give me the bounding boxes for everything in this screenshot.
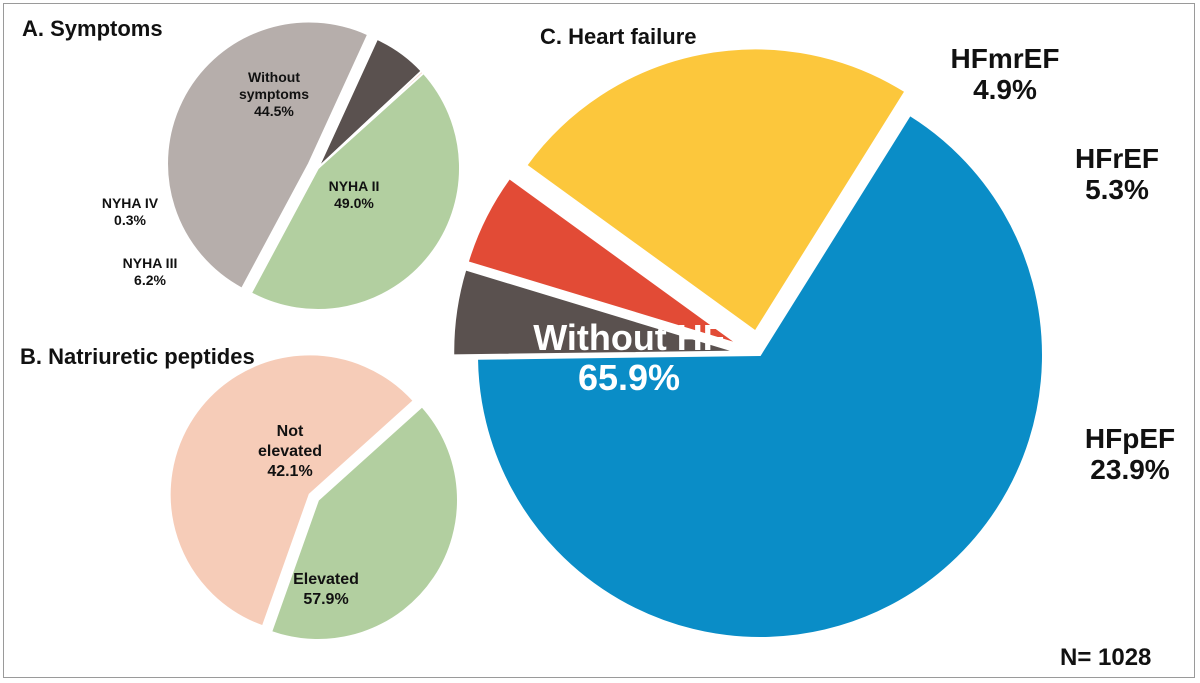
label-without-hf: Without HF 65.9% (533, 317, 725, 398)
label-nyha-ii: NYHA II 49.0% (329, 178, 380, 211)
pie-chart-2: Without HF 65.9% HFmrEF 4.9%HFrEF 5.3% HFpEF 2… (452, 43, 1175, 639)
label-hfpef: HFpEF 23.9% (1085, 423, 1175, 485)
slice-nyha-ii (166, 20, 370, 291)
pie-chart-0: Without symptoms 44.5% NYHA II 49.0% NYHA III… (102, 20, 461, 312)
slice-without-hf (476, 113, 1044, 639)
label-without-symptoms: Without symptoms 44.5% (239, 69, 309, 119)
slice-hfmref (452, 268, 737, 357)
chart-c-title: C. Heart failure (540, 24, 697, 49)
label-nyha-iii: NYHA III 6.2% (123, 255, 178, 288)
label-elevated: Elevated 57.9% (293, 571, 359, 608)
label-hfmref: HFmrEF 4.9% (951, 43, 1060, 105)
pie-chart-1: Not elevated 42.1% Elevated 57.9% (168, 353, 459, 641)
slice-hfref (466, 176, 740, 346)
label-hfref: HFrEF 5.3% (1075, 143, 1159, 205)
slice-hfpef (524, 47, 907, 333)
label-not-elevated: Not elevated 42.1% (258, 423, 322, 480)
slice-elevated (168, 353, 416, 628)
slice-nyha-iv (317, 69, 425, 169)
slice-without-symptoms (249, 71, 461, 312)
label-nyha-iv: NYHA IV 0.3% (102, 195, 159, 228)
slice-not-elevated (269, 404, 459, 641)
chart-b-title: B. Natriuretic peptides (20, 344, 255, 369)
chart-a-title: A. Symptoms (22, 16, 163, 41)
sample-size-note: N= 1028 (1060, 644, 1151, 671)
